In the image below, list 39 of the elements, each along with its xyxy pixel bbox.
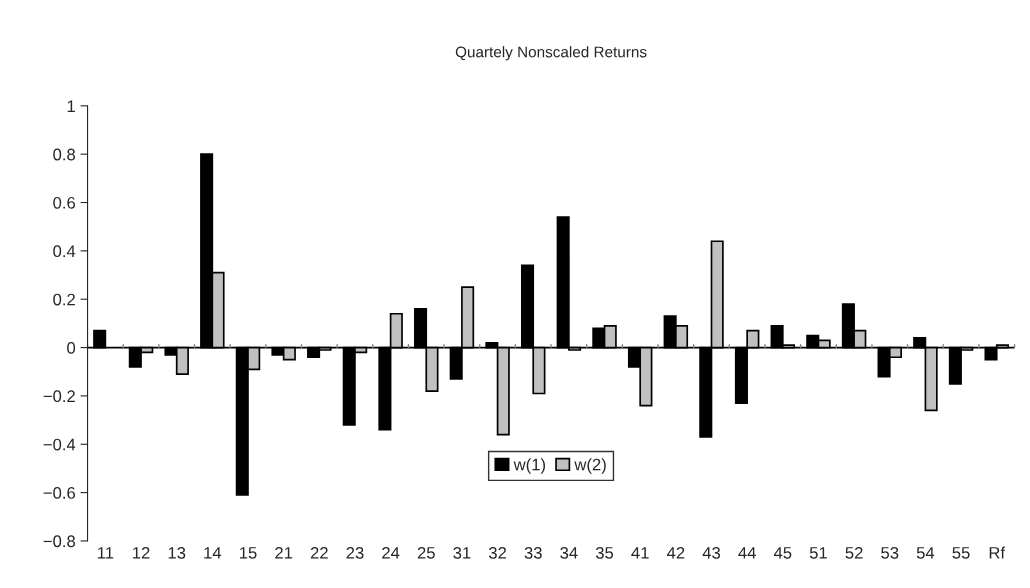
x-tick-label: 53 — [881, 546, 899, 559]
legend-label: w(2) — [574, 458, 606, 474]
x-tick-label: 42 — [666, 546, 685, 559]
x-tick-label: 41 — [631, 547, 649, 559]
y-tick-label: 0.6 — [53, 196, 76, 209]
x-tick-label: 13 — [168, 546, 186, 559]
x-tick-label: 25 — [417, 546, 435, 559]
x-tick-label: 34 — [560, 546, 578, 559]
x-tick-label: 15 — [239, 547, 257, 559]
x-tick-label: 12 — [133, 546, 150, 559]
y-tick-label: 0.2 — [53, 293, 75, 306]
chart-title: Quartely Nonscaled Returns — [455, 46, 647, 61]
y-tick-label: −0.2 — [43, 390, 75, 403]
x-tick-label: 33 — [524, 546, 542, 559]
x-tick-label: 54 — [916, 547, 935, 559]
y-tick-label: 0.4 — [53, 245, 76, 258]
y-tick-label: −0.6 — [43, 487, 76, 499]
x-tick-label: 52 — [845, 546, 863, 559]
x-tick-label: 32 — [488, 546, 506, 559]
x-tick-label: 55 — [952, 547, 970, 559]
x-tick-label: 23 — [346, 546, 364, 559]
x-tick-label: 22 — [310, 546, 328, 559]
x-tick-label: 14 — [204, 547, 222, 559]
y-tick-label: −0.8 — [43, 535, 76, 548]
x-tick-label: 11 — [97, 547, 114, 559]
y-tick-label: −0.4 — [43, 438, 76, 451]
x-tick-label: 45 — [773, 547, 792, 559]
x-tick-label: 43 — [702, 546, 721, 559]
x-tick-label: Rf — [989, 546, 1006, 559]
x-tick-label: 51 — [809, 547, 827, 559]
x-tick-label: 35 — [595, 546, 614, 559]
x-tick-label: 44 — [738, 547, 756, 559]
y-tick-label: 0 — [67, 341, 76, 354]
y-tick-label: 0.8 — [53, 148, 76, 161]
x-tick-label: 24 — [382, 546, 400, 559]
y-tick-label: 1 — [67, 100, 75, 112]
legend-label: w(1) — [513, 458, 546, 474]
x-tick-label: 21 — [275, 546, 293, 559]
x-tick-label: 31 — [453, 546, 471, 559]
